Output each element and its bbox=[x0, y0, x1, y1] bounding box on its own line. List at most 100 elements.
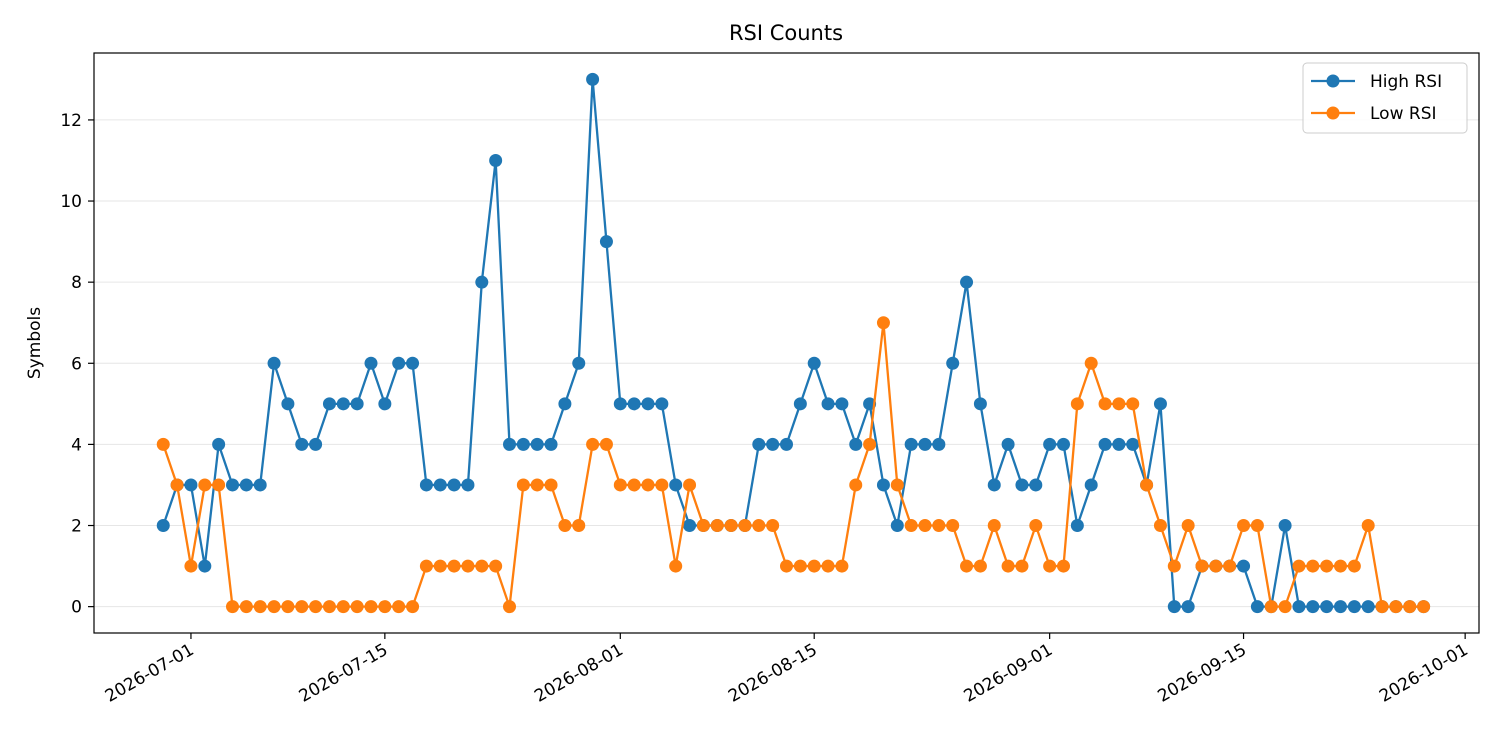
point-low-rsi bbox=[212, 478, 226, 492]
legend: High RSI Low RSI bbox=[1302, 62, 1468, 134]
point-high-rsi bbox=[766, 437, 780, 451]
point-low-rsi bbox=[1209, 559, 1223, 573]
point-low-rsi bbox=[184, 559, 198, 573]
point-low-rsi bbox=[807, 559, 821, 573]
point-high-rsi bbox=[752, 437, 766, 451]
point-low-rsi bbox=[1057, 559, 1070, 573]
point-high-rsi bbox=[835, 397, 849, 411]
point-high-rsi bbox=[378, 397, 392, 411]
point-high-rsi bbox=[849, 437, 863, 451]
point-high-rsi bbox=[821, 397, 835, 411]
point-low-rsi bbox=[281, 600, 295, 614]
point-low-rsi bbox=[1306, 559, 1320, 573]
point-high-rsi bbox=[1098, 437, 1112, 451]
point-high-rsi bbox=[876, 478, 890, 492]
point-high-rsi bbox=[1306, 600, 1320, 614]
point-low-rsi bbox=[267, 600, 281, 614]
plot-frame bbox=[93, 52, 1480, 634]
point-high-rsi bbox=[558, 397, 572, 411]
point-low-rsi bbox=[1389, 600, 1403, 614]
y-tick-label: 10 bbox=[60, 192, 82, 212]
point-high-rsi bbox=[392, 356, 406, 370]
point-low-rsi bbox=[350, 600, 364, 614]
point-high-rsi bbox=[627, 397, 641, 411]
point-high-rsi bbox=[253, 478, 267, 492]
point-low-rsi bbox=[683, 478, 697, 492]
point-high-rsi bbox=[987, 478, 1001, 492]
point-low-rsi bbox=[1292, 559, 1306, 573]
point-low-rsi bbox=[655, 478, 669, 492]
point-low-rsi bbox=[433, 559, 447, 573]
point-low-rsi bbox=[738, 519, 752, 533]
y-tick-label: 8 bbox=[71, 273, 82, 293]
series-layer bbox=[156, 72, 1431, 614]
y-tick-label: 12 bbox=[60, 111, 82, 131]
point-high-rsi bbox=[1029, 478, 1043, 492]
point-low-rsi bbox=[1084, 356, 1098, 370]
point-low-rsi bbox=[876, 316, 890, 330]
point-low-rsi bbox=[1361, 519, 1375, 533]
point-high-rsi bbox=[1181, 600, 1195, 614]
point-high-rsi bbox=[281, 397, 295, 411]
point-low-rsi bbox=[849, 478, 863, 492]
point-high-rsi bbox=[807, 356, 821, 370]
point-high-rsi bbox=[1278, 519, 1292, 533]
point-low-rsi bbox=[987, 519, 1001, 533]
point-low-rsi bbox=[890, 478, 904, 492]
point-low-rsi bbox=[253, 600, 267, 614]
point-high-rsi bbox=[530, 437, 544, 451]
point-high-rsi bbox=[946, 356, 960, 370]
point-low-rsi bbox=[793, 559, 807, 573]
point-low-rsi bbox=[780, 559, 793, 573]
point-high-rsi bbox=[890, 519, 904, 533]
point-high-rsi bbox=[918, 437, 932, 451]
point-high-rsi bbox=[904, 437, 918, 451]
point-high-rsi bbox=[1070, 519, 1084, 533]
point-high-rsi bbox=[973, 397, 987, 411]
point-low-rsi bbox=[1223, 559, 1237, 573]
y-axis-label: Symbols bbox=[25, 307, 45, 379]
point-low-rsi bbox=[1153, 519, 1167, 533]
point-low-rsi bbox=[1043, 559, 1057, 573]
point-low-rsi bbox=[1167, 559, 1181, 573]
point-high-rsi bbox=[267, 356, 281, 370]
point-low-rsi bbox=[406, 600, 420, 614]
point-high-rsi bbox=[1057, 437, 1070, 451]
point-low-rsi bbox=[918, 519, 932, 533]
point-high-rsi bbox=[226, 478, 239, 492]
point-low-rsi bbox=[336, 600, 350, 614]
point-low-rsi bbox=[1126, 397, 1140, 411]
point-low-rsi bbox=[710, 519, 724, 533]
point-high-rsi bbox=[419, 478, 433, 492]
point-high-rsi bbox=[516, 437, 530, 451]
point-high-rsi bbox=[572, 356, 586, 370]
point-low-rsi bbox=[419, 559, 433, 573]
point-low-rsi bbox=[530, 478, 544, 492]
legend-label-low-rsi: Low RSI bbox=[1370, 104, 1437, 124]
point-low-rsi bbox=[156, 437, 170, 451]
point-low-rsi bbox=[752, 519, 766, 533]
point-high-rsi bbox=[669, 478, 683, 492]
chart-title: RSI Counts bbox=[729, 21, 843, 45]
y-tick-label: 6 bbox=[71, 354, 82, 374]
point-low-rsi bbox=[226, 600, 239, 614]
point-low-rsi bbox=[1070, 397, 1084, 411]
point-low-rsi bbox=[1001, 559, 1015, 573]
point-low-rsi bbox=[239, 600, 253, 614]
point-high-rsi bbox=[544, 437, 558, 451]
point-high-rsi bbox=[1334, 600, 1347, 614]
point-low-rsi bbox=[322, 600, 336, 614]
point-low-rsi bbox=[627, 478, 641, 492]
point-low-rsi bbox=[932, 519, 946, 533]
point-low-rsi bbox=[392, 600, 406, 614]
y-tick-label: 4 bbox=[71, 435, 82, 455]
point-low-rsi bbox=[1140, 478, 1154, 492]
point-low-rsi bbox=[489, 559, 503, 573]
point-low-rsi bbox=[170, 478, 184, 492]
point-low-rsi bbox=[766, 519, 780, 533]
point-high-rsi bbox=[1126, 437, 1140, 451]
point-high-rsi bbox=[932, 437, 946, 451]
point-high-rsi bbox=[336, 397, 350, 411]
y-tick-label: 0 bbox=[71, 598, 82, 618]
